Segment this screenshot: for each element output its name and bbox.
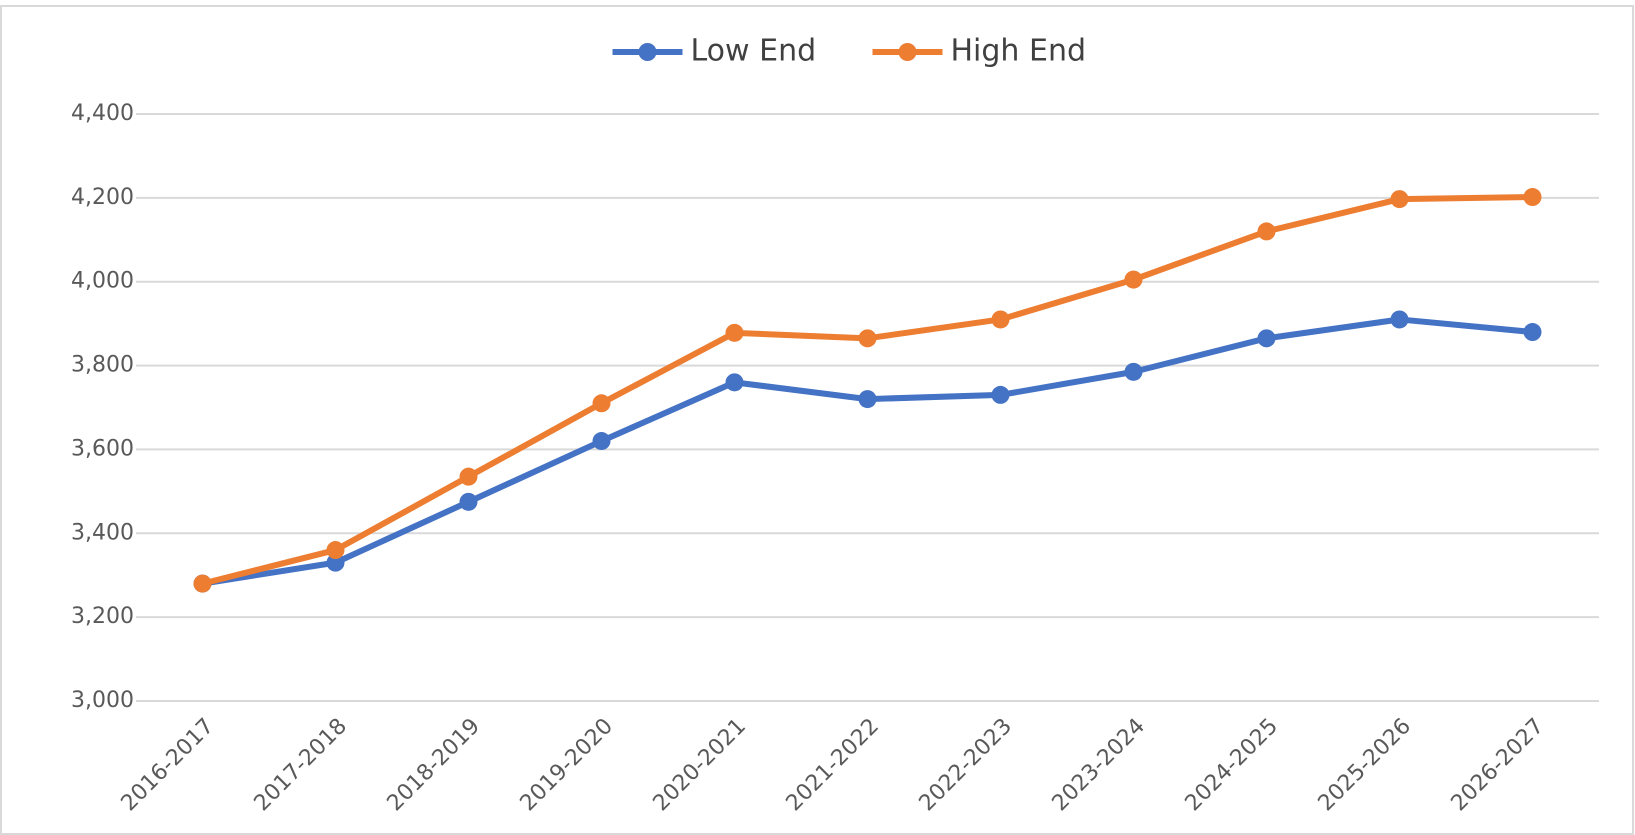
point [1257, 222, 1276, 241]
point [459, 467, 478, 486]
point [193, 574, 212, 593]
point [991, 385, 1010, 404]
point [1124, 270, 1143, 289]
point [1257, 329, 1276, 348]
point [1523, 323, 1542, 342]
y-tick-label: 3,200 [71, 604, 134, 629]
point [459, 492, 478, 511]
point [592, 394, 611, 413]
legend-marker [638, 43, 657, 61]
point [592, 432, 611, 451]
point [1124, 362, 1143, 381]
y-tick-label: 3,000 [71, 688, 134, 713]
point [858, 329, 877, 348]
y-tick-label: 3,600 [71, 436, 134, 461]
chart-border [0, 5, 1634, 835]
point [858, 390, 877, 409]
legend-label: Low End [691, 34, 817, 69]
point [326, 541, 345, 560]
y-tick-label: 3,400 [71, 520, 134, 545]
point [326, 553, 345, 572]
legend-marker [898, 43, 917, 61]
y-tick-label: 4,400 [71, 101, 134, 126]
point [725, 323, 744, 342]
point [1390, 190, 1409, 209]
y-tick-label: 4,200 [71, 185, 134, 210]
y-tick-label: 3,800 [71, 353, 134, 378]
point [1523, 188, 1542, 207]
point [1390, 310, 1409, 329]
legend-label: High End [951, 34, 1087, 69]
y-tick-label: 4,000 [71, 269, 134, 294]
point [725, 373, 744, 392]
point [991, 310, 1010, 329]
